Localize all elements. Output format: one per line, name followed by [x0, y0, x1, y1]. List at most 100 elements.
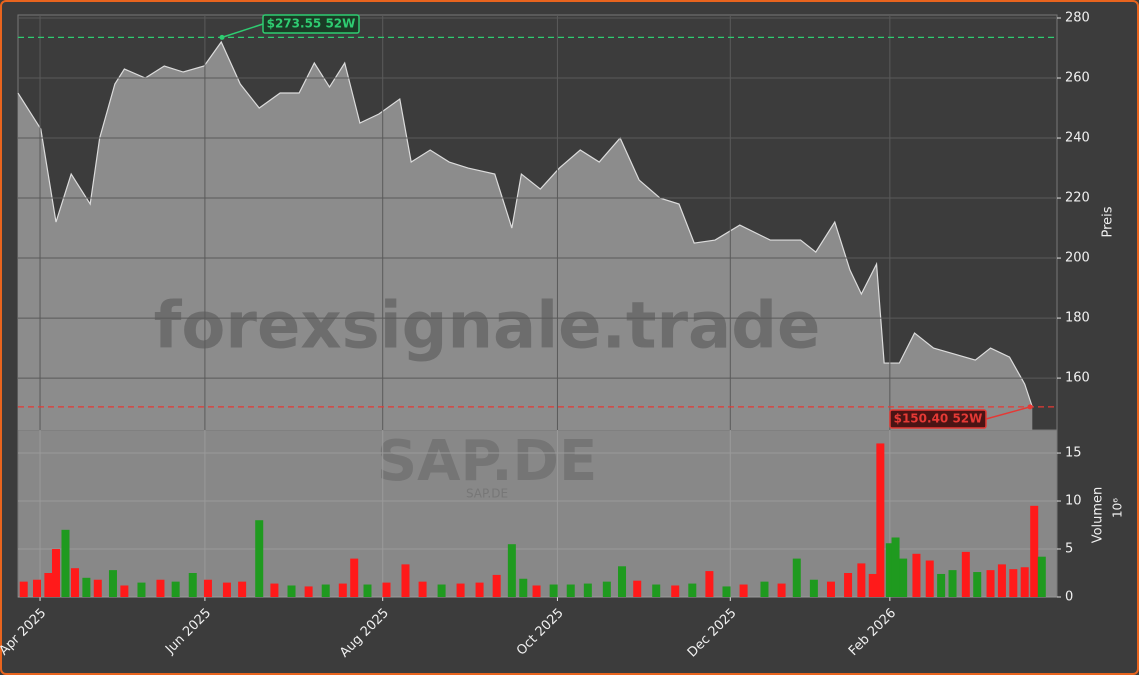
volume-bar [70, 568, 79, 597]
volume-bar [82, 577, 91, 597]
volume-bar [120, 585, 129, 597]
x-tick-label: Dec 2025 [685, 606, 740, 661]
y-tick-label: 280 [1065, 11, 1090, 26]
volume-bar [270, 583, 279, 597]
volume-bar [925, 560, 934, 597]
volume-bar [44, 573, 53, 597]
volume-bar [401, 564, 410, 597]
y-tick-label: 260 [1065, 71, 1090, 86]
x-tick-label: Jun 2025 [162, 606, 214, 658]
volume-bar [287, 585, 296, 597]
volume-bar [792, 558, 801, 597]
low-arrow-tip [1027, 404, 1033, 410]
y2-tick-label: 0 [1065, 590, 1073, 605]
volume-bar [492, 574, 501, 597]
volume-bar [602, 581, 611, 597]
volume-bar [912, 553, 921, 597]
volume-bar [899, 558, 908, 597]
y2-tick-label: 15 [1065, 446, 1082, 461]
y-tick-label: 180 [1065, 311, 1090, 326]
y-tick-label: 240 [1065, 131, 1090, 146]
x-tick-label: Aug 2025 [337, 606, 392, 661]
volume-bar [1009, 569, 1018, 597]
volume-bar [1030, 505, 1039, 597]
volume-bar [51, 549, 60, 597]
y-tick-label: 220 [1065, 191, 1090, 206]
volume-bar [171, 581, 180, 597]
volume-bar [809, 579, 818, 597]
high-label: $273.55 52W [267, 17, 356, 31]
volume-bar [1020, 567, 1029, 597]
watermark: forexsignale.trade [154, 290, 821, 364]
volume-bar [61, 529, 70, 597]
volume-bar [350, 558, 359, 597]
volume-bar [826, 581, 835, 597]
x-tick-label: Oct 2025 [514, 606, 567, 659]
volume-bar [777, 583, 786, 597]
volume-bar [618, 566, 627, 597]
y2-axis-label: Volumen [1091, 487, 1106, 544]
y-tick-label: 160 [1065, 371, 1090, 386]
volume-bar [338, 583, 347, 597]
x-tick-label: Feb 2026 [846, 606, 899, 659]
volume-bar [997, 564, 1006, 597]
volume-bar [363, 584, 372, 597]
volume-bar [456, 583, 465, 597]
volume-bar [876, 443, 885, 597]
volume-bar [222, 582, 231, 597]
high-label-box [262, 14, 360, 34]
volume-bar [19, 581, 28, 597]
volume-bar [304, 586, 313, 597]
volume-bar [583, 583, 592, 597]
volume-bar [633, 580, 642, 597]
low-label: $150.40 52W [894, 412, 983, 426]
volume-bar [437, 584, 446, 597]
volume-bar [1037, 556, 1046, 597]
volume-bar [705, 571, 714, 597]
volume-bar [948, 570, 957, 597]
symbol-sub: SAP.DE [466, 487, 508, 501]
volume-bar [973, 572, 982, 597]
y2-tick-label: 10 [1065, 494, 1082, 509]
price-line [17, 40, 1033, 408]
volume-bar [156, 579, 165, 597]
y-axis-label: Preis [1101, 206, 1116, 237]
high-arrow-tip [219, 34, 225, 40]
volume-bar [688, 583, 697, 597]
volume-bar [961, 551, 970, 597]
volume-bar [652, 584, 661, 597]
volume-bar [566, 584, 575, 597]
low-label-box [889, 409, 987, 429]
volume-bar [885, 543, 894, 597]
volume-bar [203, 579, 212, 597]
volume-bar [760, 581, 769, 597]
volume-bar [937, 573, 946, 597]
price-area [18, 42, 1033, 431]
volume-bar [671, 585, 680, 597]
volume-bar [32, 579, 41, 597]
volume-bar [188, 573, 197, 597]
volume-bar [549, 584, 558, 597]
y2-exponent: 10⁶ [1111, 498, 1125, 518]
volume-bar [93, 579, 102, 597]
volume-bar [507, 544, 516, 597]
symbol-watermark: SAP.DE [377, 429, 597, 494]
volume-bar [238, 581, 247, 597]
volume-bar [321, 584, 330, 597]
volume-bar [382, 582, 391, 597]
volume-bar [739, 584, 748, 597]
y2-tick-label: 5 [1065, 542, 1073, 557]
volume-bar [255, 520, 264, 597]
volume-bar [986, 570, 995, 597]
volume-bar [532, 585, 541, 597]
volume-bar [108, 570, 117, 597]
volume-bar [418, 581, 427, 597]
x-tick-label: Apr 2025 [0, 606, 49, 659]
volume-bar [857, 563, 866, 597]
volume-bar [868, 573, 877, 597]
y-tick-label: 200 [1065, 251, 1090, 266]
volume-bar [475, 582, 484, 597]
volume-bar [722, 586, 731, 597]
